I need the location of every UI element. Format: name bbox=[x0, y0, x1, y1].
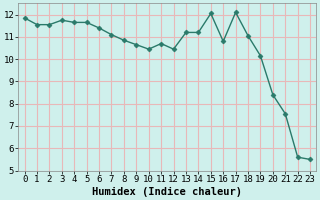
X-axis label: Humidex (Indice chaleur): Humidex (Indice chaleur) bbox=[92, 186, 242, 197]
